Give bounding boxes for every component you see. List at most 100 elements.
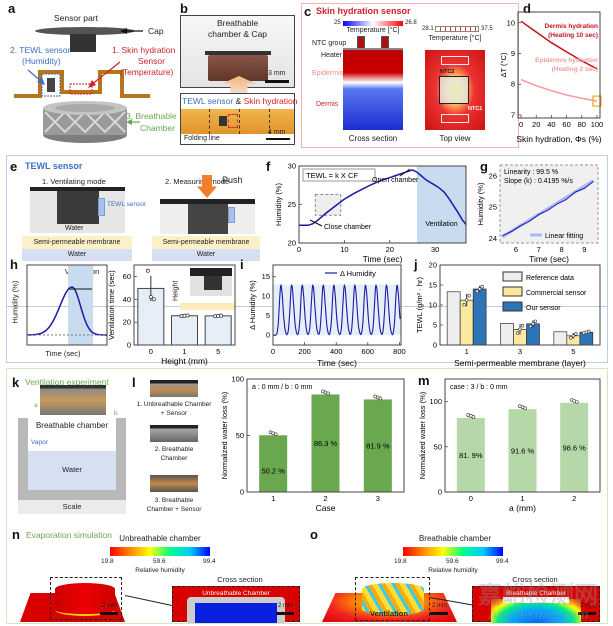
dermis-label: Dermis — [316, 101, 339, 108]
cap-bar — [160, 199, 255, 204]
ntc2-label: NTC2 — [440, 69, 455, 75]
watermark-cn: 嘉峪检测网 — [478, 582, 598, 609]
unbreathable-chamber-render — [55, 583, 115, 616]
cap-bar — [30, 187, 125, 191]
colorbar-min: 19.8 — [394, 558, 407, 565]
series-label: Dermis hydration — [545, 23, 598, 30]
scale-bar-label: 4 mm — [268, 129, 286, 136]
colorbar-max: 99.4 — [496, 558, 509, 565]
colorbar-mid: 59.6 — [153, 558, 166, 565]
x-tick-label: 40 — [547, 120, 555, 129]
gap-b-label: b — [114, 410, 118, 417]
case3-photo — [150, 475, 198, 492]
colorbar-label: Temperature [°C] — [428, 35, 482, 42]
panel-letter-i: i — [240, 257, 244, 272]
breathable-chamber-sublabel: Chamber — [140, 123, 175, 133]
panel-letter-h: h — [10, 257, 18, 272]
colorbar-label: Temperature [°C] — [346, 27, 400, 34]
scale-bar-label: 3 mm — [268, 70, 286, 77]
ventilating-mode-label: 1. Ventilating mode — [42, 177, 106, 186]
case3-sublabel: Chamber + Sensor — [146, 506, 202, 513]
panel-letter-l: l — [132, 375, 136, 390]
tewl-chip-photo — [219, 116, 227, 126]
y-axis-label: Humidity (%) — [10, 280, 20, 324]
tewl-panel-box-lower — [6, 255, 608, 363]
blue-arrow-icon — [27, 69, 45, 85]
case3-label: 3. Breathable — [154, 497, 194, 504]
water-region — [28, 451, 116, 490]
ntc1-label: NTC1 — [468, 106, 483, 112]
inset-membrane — [180, 303, 235, 310]
epidermis-label: Epidermis — [312, 70, 344, 77]
skin-hydration-highlight-box — [69, 83, 93, 95]
chamber-opening — [55, 104, 115, 112]
panel-letter-g: g — [480, 159, 488, 174]
case1-sublabel: + Sensor — [160, 410, 188, 417]
cross-section-render — [472, 586, 600, 623]
temperature-colorbar-2 — [435, 26, 479, 32]
chamber-photo — [40, 385, 106, 415]
scale-bar — [100, 612, 118, 615]
heater-label: Heater — [321, 52, 343, 59]
panel-title: Ventilation experiment — [25, 377, 109, 387]
folding-line — [209, 109, 210, 134]
skin-hydration-label: 1. Skin hydration — [112, 45, 176, 55]
panel-title: Evaporation simulation — [26, 530, 112, 540]
chamber-wall — [503, 597, 569, 603]
colorbar-mid: 59.6 — [446, 558, 459, 565]
push-arrow-icon — [197, 175, 217, 198]
case2-label: 2. Breathable — [154, 446, 194, 453]
cross-section-caption: Cross section — [348, 134, 398, 143]
subtitle: Breathable chamber — [418, 534, 492, 543]
x-tick-label: 0 — [519, 120, 523, 129]
panel-letter-b: b — [180, 1, 188, 16]
photo-label-line1: Breathable — [216, 18, 259, 28]
up-arrow-icon — [222, 76, 256, 93]
cap-label: Cap — [148, 26, 164, 36]
tewl-highlight-box — [41, 73, 61, 97]
water-layer: Water — [22, 249, 132, 261]
closed-chamber-core — [188, 204, 228, 234]
series-label: Epidermis hydration — [535, 57, 598, 64]
panel-letter-n: n — [12, 527, 20, 542]
colorbar-min: 25 — [334, 20, 341, 26]
skin-hydration-sublabel: Sensor — [138, 56, 165, 66]
colorbar-max: 26.8 — [405, 20, 417, 26]
heater-outline — [441, 56, 469, 65]
tewl-sensor-sublabel: (Humidity) — [22, 56, 61, 66]
panel-letter-d: d — [523, 1, 531, 16]
cross-section-label: Cross section — [512, 575, 558, 584]
x-tick-label: 80 — [578, 120, 586, 129]
push-label: Push — [222, 175, 243, 185]
colorbar-min: 28.1 — [422, 26, 434, 32]
cap-photo — [205, 51, 271, 55]
panel-letter-a: a — [8, 1, 16, 16]
open-chamber-core — [57, 191, 99, 224]
tewl-sensor-label: TEWL sensor — [107, 201, 147, 208]
cross-section-render — [172, 586, 300, 623]
chamber-photo — [180, 15, 295, 88]
series-label: (Heating 10 sec) — [548, 32, 598, 39]
tewl-sensor-chip — [47, 78, 55, 92]
heater-layer — [343, 48, 403, 50]
x-tick-label: 20 — [532, 120, 540, 129]
amp-text: & — [233, 96, 244, 106]
panel-title: Skin hydration sensor — [316, 6, 411, 16]
case1-label: 1. Unbreathable Chamber — [136, 401, 212, 408]
folding-line — [269, 109, 270, 134]
panel-letter-k: k — [12, 375, 20, 390]
scale-bar-label: 2 mm — [102, 603, 117, 609]
plot-frame — [517, 11, 601, 119]
colorbar-label: Relative humidity — [135, 567, 185, 574]
ventilation-time-label: Ventilation — [64, 267, 100, 276]
photo-label-line2: chamber & Cap — [207, 29, 268, 39]
skin-hydration-sublabel-2: (Temperature) — [120, 67, 174, 77]
heater-outline — [441, 114, 469, 123]
sensor-part-label: Sensor part — [54, 13, 98, 23]
top-view-caption: Top view — [439, 134, 471, 143]
watermark-en: AnyTesting.com — [488, 607, 589, 622]
x-tick-label: 100 — [591, 120, 604, 129]
humidity-gradient-region — [491, 599, 581, 623]
scale-bar — [430, 612, 448, 615]
